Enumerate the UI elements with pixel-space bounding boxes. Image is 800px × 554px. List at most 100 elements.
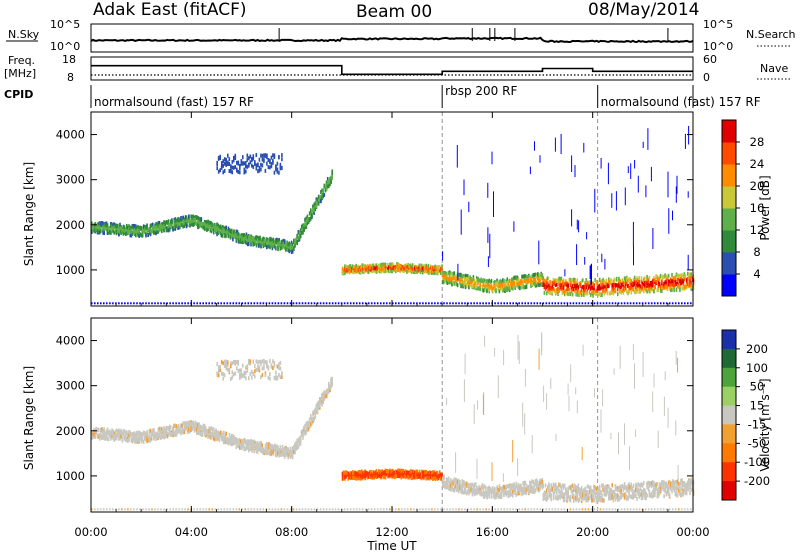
echo-cell [164, 428, 166, 432]
echo-cell [122, 231, 125, 236]
echo-cell [372, 263, 374, 268]
echo-cell [287, 447, 289, 452]
echo-cell [361, 474, 363, 479]
echo-cell [261, 157, 264, 162]
echo-cell [494, 287, 496, 292]
echo-cell [307, 219, 310, 224]
echo-cell [349, 476, 352, 480]
echo-cell [445, 279, 448, 284]
echo-cell [483, 287, 486, 292]
echo-cell [569, 280, 572, 285]
echo-cell [119, 429, 121, 434]
echo-cell [330, 175, 332, 180]
echo-cell [300, 231, 303, 235]
echo-cell [450, 487, 452, 492]
echo-cell [281, 444, 284, 449]
echo-cell [370, 470, 372, 475]
echo-cell [389, 302, 391, 305]
echo-cell [192, 425, 195, 430]
echo-cell [461, 302, 463, 305]
echo-cell [384, 470, 387, 475]
echo-cell [329, 177, 331, 182]
echo-cell [508, 278, 511, 283]
echo-cell [533, 277, 536, 282]
echo-cell [368, 474, 371, 479]
echo-cell [494, 302, 496, 305]
echo-cell [583, 285, 585, 290]
echo-cell [646, 277, 648, 282]
echo-cell [140, 226, 143, 231]
echo-cell [682, 279, 685, 284]
echo-cell [581, 302, 584, 305]
echo-cell [605, 302, 608, 305]
echo-cell [545, 281, 548, 286]
echo-cell [217, 226, 219, 231]
echo-cell [437, 265, 440, 270]
echo-cell [284, 239, 286, 244]
echo-cell [244, 236, 247, 241]
echo-cell [504, 283, 506, 288]
echo-cell [246, 164, 249, 169]
echo-cell [490, 278, 493, 283]
echo-cell [242, 443, 244, 448]
echo-cell [202, 426, 205, 431]
echo-cell [590, 302, 593, 305]
echo-cell [184, 302, 186, 305]
echo-cell [150, 430, 153, 435]
echo-cell [236, 235, 239, 240]
echo-cell [588, 284, 591, 289]
echo-cell [348, 472, 351, 477]
echo-cell [673, 276, 675, 281]
echo-cell [229, 438, 232, 443]
echo-cell [251, 443, 253, 448]
echo-cell [602, 277, 604, 282]
echo-cell [225, 157, 227, 162]
echo-cell [410, 473, 413, 478]
echo-cell [547, 281, 549, 286]
echo-cell [196, 216, 198, 220]
echo-cell [223, 168, 226, 173]
echo-cell [494, 492, 496, 497]
echo-cell [347, 266, 350, 271]
echo-cell [273, 244, 276, 249]
echo-cell [443, 480, 445, 485]
echo-cell [228, 438, 231, 443]
echo-cell [380, 267, 382, 272]
echo-cell [446, 281, 449, 285]
echo-cell [379, 471, 381, 476]
echo-cell [414, 474, 416, 479]
echo-cell [487, 279, 489, 284]
echo-cell [349, 302, 352, 305]
echo-cell [142, 224, 145, 229]
echo-cell [331, 175, 333, 180]
echo-cell [459, 272, 461, 277]
echo-cell [275, 444, 277, 449]
echo-cell [193, 424, 196, 429]
echo-cell [103, 227, 105, 232]
echo-cell [310, 212, 312, 217]
echo-cell [148, 302, 150, 305]
echo-cell [243, 161, 246, 166]
echo-cell [490, 494, 493, 499]
echo-cell [247, 242, 250, 247]
echo-cell [569, 292, 572, 297]
echo-cell [644, 286, 646, 291]
echo-cell [306, 214, 309, 219]
echo-cell [221, 228, 224, 233]
echo-cell [458, 272, 460, 277]
echo-cell [188, 427, 190, 432]
echo-cell [346, 268, 348, 272]
echo-cell [447, 280, 450, 285]
echo-cell [433, 475, 435, 480]
echo-cell [578, 281, 581, 286]
echo-cell [459, 485, 461, 490]
echo-cell [100, 432, 102, 437]
echo-cell [231, 165, 234, 170]
echo-cell [261, 447, 263, 451]
echo-cell [241, 446, 243, 451]
echo-cell [266, 153, 268, 158]
echo-cell [460, 485, 462, 490]
echo-cell [580, 293, 583, 297]
echo-cell [653, 302, 656, 305]
echo-cell [691, 284, 694, 289]
